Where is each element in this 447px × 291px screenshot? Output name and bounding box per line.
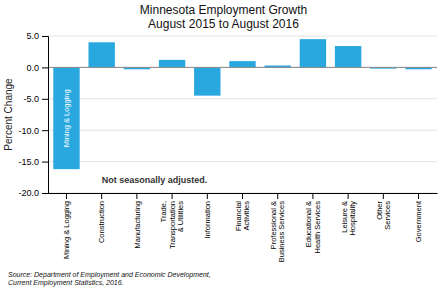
title-line: August 2015 to August 2016	[148, 17, 299, 31]
y-tick-label: 5.0	[26, 31, 39, 41]
grid-line	[48, 130, 437, 131]
y-tick-mark	[42, 193, 48, 194]
x-tick-mark	[383, 193, 384, 199]
x-tick: Trade,Transportation& Utilities	[159, 193, 185, 249]
x-axis: Mining & Logging Construction Manufacturin…	[49, 193, 438, 262]
x-tick-mark	[207, 193, 208, 199]
x-tick-label-line: Government	[414, 200, 423, 242]
x-tick: FinancialActivities	[234, 193, 251, 231]
grid-line	[48, 67, 437, 68]
x-tick-label-line: Activities	[242, 201, 251, 231]
y-tick-label: -10.0	[18, 126, 39, 136]
zero-line	[48, 67, 437, 68]
annotations: Mining & Logging Not seasonally adjusted.…	[8, 89, 211, 287]
x-tick-mark	[348, 193, 349, 199]
x-tick-label-line: Construction	[97, 201, 106, 243]
y-axis-title: Percent Change	[3, 78, 14, 151]
x-tick-label: Government	[414, 200, 423, 242]
x-tick-label-line: Services	[383, 201, 392, 230]
grid-line	[48, 36, 437, 37]
note: Not seasonally adjusted.	[102, 175, 208, 185]
bars	[53, 39, 431, 169]
source-line: Current Employment Statistics, 2016.	[8, 279, 124, 287]
bar-annotation: Mining & Logging	[62, 89, 71, 147]
y-axis-line	[42, 37, 49, 194]
x-tick-label: OtherServices	[375, 201, 392, 230]
y-tick-label: -20.0	[18, 188, 39, 198]
x-tick-label: Information	[203, 201, 212, 239]
x-tick-mark	[312, 193, 313, 199]
y-tick: 0.0	[26, 63, 48, 73]
chart-svg: 5.00.0-5.0-10.0-15.0-20.0Mining & Loggin…	[0, 0, 447, 291]
x-tick-mark	[66, 193, 67, 199]
x-tick-label-line: Business Services	[277, 201, 286, 263]
x-tick-label-line: Hospitality	[348, 201, 357, 236]
x-tick-mark	[101, 193, 102, 199]
x-tick-label-line: Health Services	[313, 201, 322, 254]
x-tick: Educational &Health Services	[304, 193, 321, 254]
title: Minnesota Employment GrowthAugust 2015 t…	[140, 3, 307, 31]
x-tick-mark	[136, 193, 137, 199]
x-tick: OtherServices	[375, 193, 392, 230]
y-tick-label: 0.0	[26, 63, 39, 73]
x-tick-label-line: Manufacturing	[133, 201, 142, 249]
bar	[159, 60, 185, 68]
x-tick-label: Construction	[97, 201, 106, 243]
source-line: Source: Department of Employment and Eco…	[8, 271, 211, 279]
grid-line	[48, 98, 437, 99]
x-tick-mark	[172, 193, 173, 199]
x-tick-label: Trade,Transportation& Utilities	[159, 201, 185, 249]
x-tick: Leisure &Hospitality	[340, 193, 357, 236]
bar	[300, 39, 326, 67]
y-tick-mark	[42, 67, 48, 68]
x-tick: Manufacturing	[133, 193, 142, 249]
x-tick: Mining & Logging	[62, 193, 71, 259]
x-tick-label: Educational &Health Services	[304, 201, 321, 254]
y-tick-mark	[42, 162, 48, 163]
y-tick-mark	[42, 36, 48, 37]
x-tick: Government	[414, 193, 423, 242]
x-tick: Construction	[97, 193, 106, 243]
grid	[48, 36, 437, 193]
bar	[229, 61, 255, 67]
y-tick: 5.0	[26, 31, 48, 41]
bar	[194, 67, 220, 95]
x-tick-mark	[277, 193, 278, 199]
x-tick-label: FinancialActivities	[234, 201, 251, 231]
y-tick-label: -5.0	[23, 94, 39, 104]
x-tick-label-line: Mining & Logging	[62, 201, 71, 259]
x-tick-label: Professional &Business Services	[269, 201, 286, 263]
bar	[88, 42, 114, 67]
y-tick: -15.0	[18, 157, 48, 167]
x-tick: Professional &Business Services	[269, 193, 286, 262]
bar	[53, 67, 79, 169]
x-tick-label: Mining & Logging	[62, 201, 71, 259]
grid-line	[48, 161, 437, 162]
y-tick: -10.0	[18, 126, 48, 136]
x-tick-label: Leisure &Hospitality	[340, 201, 357, 236]
x-tick-label-line: Information	[203, 201, 212, 239]
title-line: Minnesota Employment Growth	[140, 3, 307, 17]
source: Source: Department of Employment and Eco…	[8, 271, 211, 287]
x-tick-label-line: & Utilities	[176, 201, 185, 233]
y-tick-mark	[42, 130, 48, 131]
y-tick-label: -15.0	[18, 157, 39, 167]
x-tick-label: Manufacturing	[133, 201, 142, 249]
x-tick-mark	[418, 193, 419, 199]
y-axis: 5.0 0.0 -5.0 -10.0 -15.0 -20.0	[18, 31, 48, 198]
y-tick-mark	[42, 99, 48, 100]
y-tick: -5.0	[23, 94, 48, 104]
x-tick-mark	[242, 193, 243, 199]
bar	[335, 46, 361, 67]
y-tick: -20.0	[18, 188, 48, 198]
x-tick: Information	[203, 193, 212, 239]
